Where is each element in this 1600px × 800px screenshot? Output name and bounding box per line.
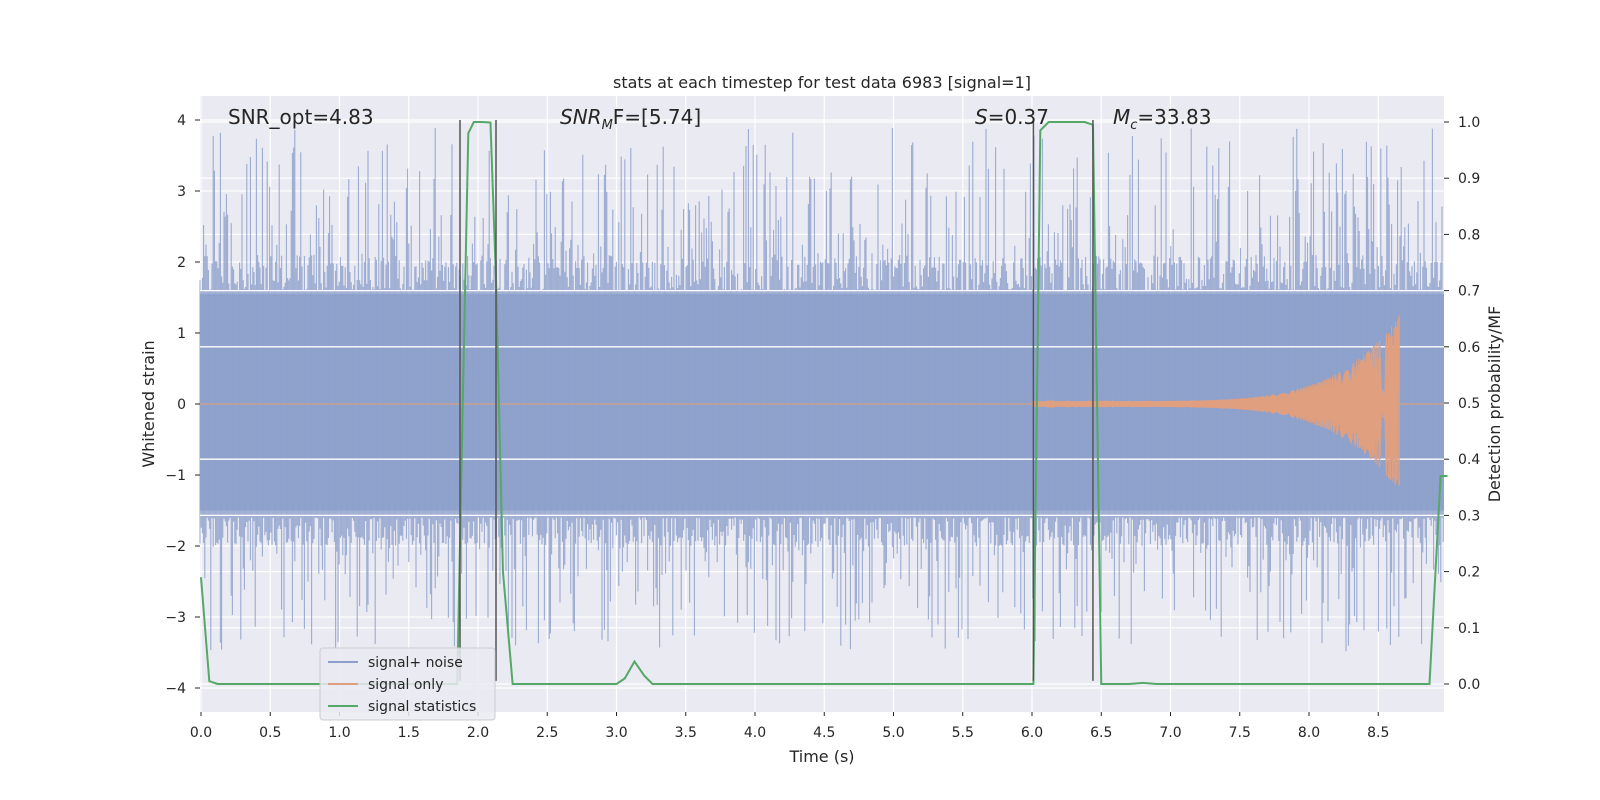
- y-right-tick-3: 0.7: [1458, 284, 1480, 300]
- x-tick-4: 2.0: [467, 725, 489, 741]
- y-left-tick-5: −1: [165, 468, 186, 484]
- y-right-tick-5: 0.5: [1458, 396, 1480, 412]
- x-tick-17: 8.5: [1367, 725, 1389, 741]
- annotation-snr-mf-main: SNR: [560, 105, 602, 129]
- vertical-lines: [459, 120, 1094, 681]
- annotation-mc: Mc=33.83: [1113, 105, 1211, 133]
- y-right-tick-6: 0.4: [1458, 452, 1480, 468]
- x-tick-11: 5.5: [952, 725, 974, 741]
- x-tick-1: 0.5: [259, 725, 281, 741]
- x-tick-15: 7.5: [1229, 725, 1251, 741]
- annotation-s: S=0.37: [975, 105, 1049, 129]
- y-left-tick-0: 4: [177, 113, 186, 129]
- annotation-snr-mf-sub: M: [602, 118, 613, 133]
- x-tick-9: 4.5: [813, 725, 835, 741]
- y-left-tick-8: −4: [165, 681, 186, 697]
- y-right-axis-title: Detection probability/MF: [1485, 306, 1504, 503]
- y-right-tick-10: 0.0: [1458, 677, 1480, 693]
- x-axis-title: Time (s): [788, 747, 854, 766]
- y-right-tick-4: 0.6: [1458, 340, 1480, 356]
- y-left-tick-6: −2: [165, 539, 186, 555]
- chart-title: stats at each timestep for test data 698…: [613, 73, 1031, 92]
- legend-box: [319, 647, 496, 721]
- legend-label-signal: signal only: [368, 677, 443, 693]
- annotation-snr-mf: SNRMF=[5.74]: [560, 105, 701, 133]
- annotation-s-main: S: [975, 105, 988, 129]
- annotation-mc-tail: =33.83: [1137, 105, 1211, 129]
- legend: signal+ noise signal only signal statist…: [319, 647, 496, 721]
- x-tick-2: 1.0: [328, 725, 350, 741]
- x-tick-16: 8.0: [1298, 725, 1320, 741]
- y-left-tick-labels: 4 3 2 1 0 −1 −2 −3 −4: [165, 113, 200, 697]
- legend-label-noise: signal+ noise: [368, 655, 463, 671]
- y-right-tick-9: 0.1: [1458, 621, 1480, 637]
- annotation-mc-main: M: [1113, 105, 1130, 129]
- x-tick-7: 3.5: [675, 725, 697, 741]
- y-right-tick-labels: 1.0 0.9 0.8 0.7 0.6 0.5 0.4 0.3 0.2 0.1 0.0: [1444, 115, 1480, 693]
- annotation-s-tail: =0.37: [988, 105, 1049, 129]
- annotation-snr-opt: SNR_opt=4.83: [228, 105, 374, 129]
- y-left-tick-1: 3: [177, 184, 186, 200]
- x-tick-6: 3.0: [605, 725, 627, 741]
- y-left-tick-4: 0: [177, 397, 186, 413]
- y-left-tick-3: 1: [177, 326, 186, 342]
- x-tick-12: 6.0: [1021, 725, 1043, 741]
- x-tick-10: 5.0: [882, 725, 904, 741]
- y-right-tick-7: 0.3: [1458, 508, 1480, 524]
- y-right-tick-0: 1.0: [1458, 115, 1480, 131]
- x-tick-13: 6.5: [1090, 725, 1112, 741]
- y-right-tick-8: 0.2: [1458, 565, 1480, 581]
- annotation-snr-mf-tail: F=[5.74]: [613, 105, 701, 129]
- x-tick-14: 7.0: [1159, 725, 1181, 741]
- y-left-axis-title: Whitened strain: [139, 340, 158, 467]
- annotation-mc-sub: c: [1130, 118, 1137, 133]
- y-left-tick-7: −3: [165, 610, 186, 626]
- y-left-tick-2: 2: [177, 255, 186, 271]
- y-right-tick-1: 0.9: [1458, 171, 1480, 187]
- series-signal-statistics: [200, 121, 1448, 685]
- x-tick-8: 4.0: [744, 725, 766, 741]
- y-right-tick-2: 0.8: [1458, 227, 1480, 243]
- x-tick-3: 1.5: [398, 725, 420, 741]
- legend-label-stats: signal statistics: [368, 699, 476, 715]
- x-tick-0: 0.0: [190, 725, 212, 741]
- x-tick-5: 2.5: [536, 725, 558, 741]
